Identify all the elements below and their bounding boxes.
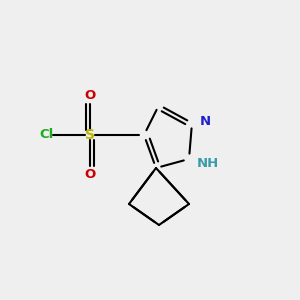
Text: Cl: Cl <box>39 128 54 142</box>
Text: N: N <box>200 115 211 128</box>
Text: O: O <box>84 167 96 181</box>
Text: O: O <box>84 89 96 103</box>
Text: S: S <box>85 128 95 142</box>
Text: NH: NH <box>196 157 219 170</box>
